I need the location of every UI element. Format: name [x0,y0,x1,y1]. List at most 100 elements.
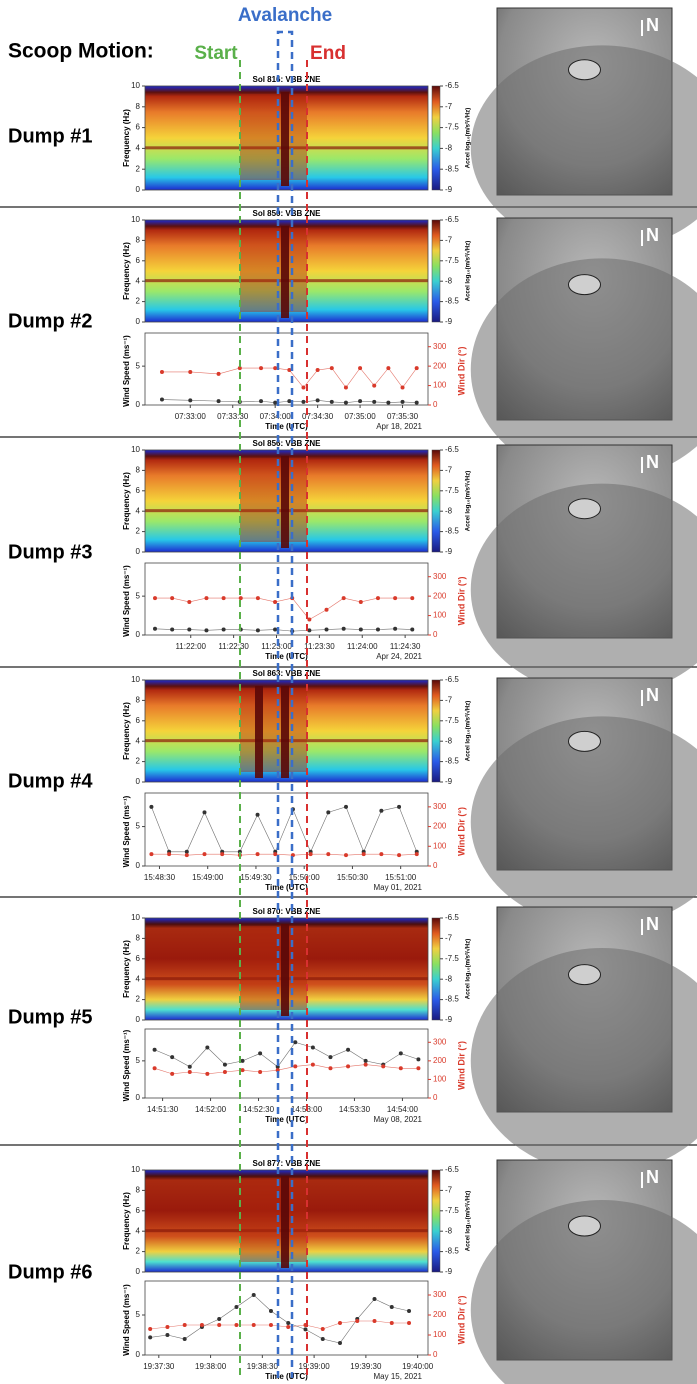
y-tick-label: 4 [136,736,141,745]
date-label: Apr 18, 2021 [376,422,422,431]
colorbar-tick-label: -8 [445,974,453,983]
y-axis-label: Frequency (Hz) [122,1192,131,1250]
series-line [154,1041,419,1068]
seismometer-dome [568,1215,601,1237]
point [416,1066,421,1071]
x-tick-label: 19:39:30 [350,1362,382,1371]
y-tick-label: 2 [136,164,141,173]
point [324,607,329,612]
y-tick-label: 4 [136,276,141,285]
dump-label: Dump #2 [8,310,92,332]
point [273,852,278,857]
dump-label: Dump #6 [8,1261,92,1283]
point [221,627,226,632]
point [414,366,419,371]
point [149,804,154,809]
point [222,1062,227,1067]
x-axis-label: Time (UTC) [265,1115,308,1124]
y2-tick-label: 200 [433,1310,447,1319]
y-tick-label: 0 [136,1350,141,1359]
avalanche-energy [281,924,289,1016]
y-tick-label: 5 [136,1056,141,1065]
point [202,810,207,815]
point [361,852,366,857]
avalanche-box [276,30,294,1378]
point [372,1319,377,1323]
colorbar-tick-label: -6.5 [445,675,459,684]
point [268,1323,273,1327]
point [286,1325,291,1329]
point [182,1337,187,1341]
lander-deck [470,45,697,252]
point [410,627,415,632]
point [363,1062,368,1067]
x-tick-label: 14:52:00 [195,1105,227,1114]
y2-tick-label: 300 [433,342,447,351]
point [234,1323,239,1327]
point [240,1068,245,1073]
colorbar-tick-label: -7.5 [445,1206,459,1215]
y-tick-label: 6 [136,1206,141,1215]
point [199,1323,204,1327]
point [255,852,260,857]
y-tick-label: 2 [136,757,141,766]
colorbar-tick-label: -9 [445,1015,453,1024]
point [184,853,189,858]
colorbar-tick-label: -7 [445,236,453,245]
point [287,368,292,373]
y2-tick-label: 0 [433,1093,438,1102]
point [258,1070,263,1074]
point [337,1321,342,1325]
point [381,1064,386,1069]
point [310,1062,315,1067]
spectrogram-title: Sol 870: VBB ZNE [252,907,321,916]
y-axis-label: Wind Speed (ms⁻¹) [122,335,131,407]
point [148,1335,153,1340]
y-tick-label: 0 [136,1015,141,1024]
y-tick-label: 5 [136,361,141,370]
y2-tick-label: 0 [433,1350,438,1359]
point [343,385,348,390]
x-axis-label: Time (UTC) [265,883,308,892]
point [329,366,334,371]
point [307,617,312,622]
y-tick-label: 0 [136,1267,141,1276]
point [326,852,331,857]
event-energy [240,1178,307,1262]
point [273,366,278,371]
spectrogram-frame [144,219,429,323]
colorbar-tick-label: -9 [445,1267,453,1276]
y-tick-label: 0 [136,317,141,326]
point [346,1064,351,1069]
y-tick-label: 4 [136,974,141,983]
point [148,1327,153,1331]
point [414,852,419,857]
point [222,1070,227,1074]
point [363,1058,368,1063]
y-tick-label: 0 [136,185,141,194]
y2-tick-label: 300 [433,1290,447,1299]
y-tick-label: 5 [136,591,141,600]
y-tick-label: 0 [136,777,141,786]
y2-tick-label: 200 [433,822,447,831]
y2-tick-label: 100 [433,611,447,620]
point [343,400,348,405]
point [220,852,225,857]
point [343,853,348,858]
colorbar-tick-label: -7.5 [445,716,459,725]
y-tick-label: 4 [136,1226,141,1235]
colorbar-tick-label: -8 [445,1226,453,1235]
point [149,852,154,857]
colorbar-tick-label: -7.5 [445,123,459,132]
point [217,1323,222,1327]
compass-label: N [646,225,659,245]
series-line [154,628,413,632]
x-tick-label: 14:52:30 [243,1105,275,1114]
y2-axis-label: Wind Dir (°) [456,1041,466,1090]
point [251,1323,256,1327]
colorbar-tick-label: -8.5 [445,1247,459,1256]
y2-tick-label: 200 [433,361,447,370]
colorbar-tick-label: -8 [445,276,453,285]
spectrogram-frame [144,679,429,783]
point [187,627,192,632]
